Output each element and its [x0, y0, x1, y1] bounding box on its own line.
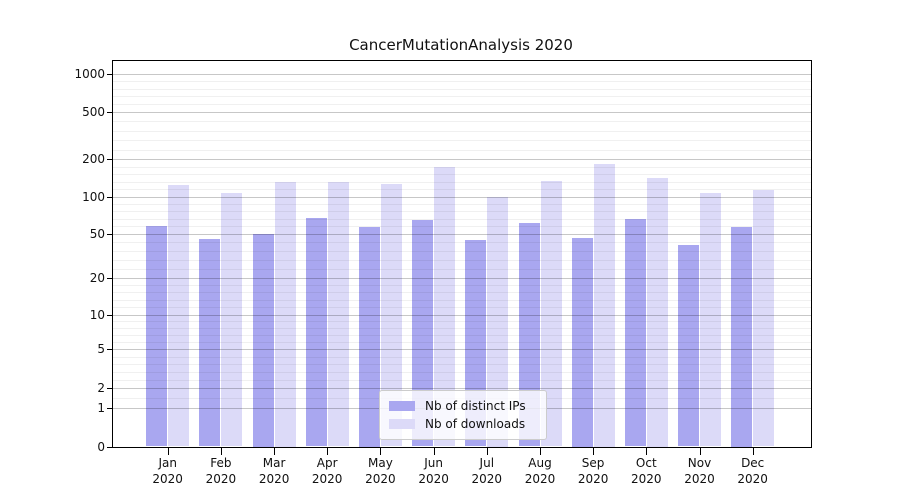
- bar-downloads-apr: [327, 181, 349, 447]
- bar-distinct-ips-feb: [199, 238, 221, 447]
- y-axis-tick: [107, 233, 113, 235]
- chart-title: CancerMutationAnalysis 2020: [349, 36, 573, 54]
- y-axis-tick: [107, 349, 113, 350]
- x-axis-tick: [167, 448, 169, 455]
- legend-swatch-distinct-ips: [389, 401, 415, 411]
- x-axis-tick-label: Jan 2020: [152, 456, 183, 486]
- minor-gridline: [113, 88, 811, 90]
- plot-area: Nb of distinct IPs Nb of downloads 0 1 2 5 1…: [74, 60, 812, 486]
- bar-distinct-ips-jun: [412, 220, 434, 447]
- y-axis-tick-label: 1: [97, 400, 105, 415]
- legend-swatch-downloads: [389, 419, 415, 429]
- bar-downloads-oct: [646, 177, 668, 447]
- x-axis-tick: [380, 448, 382, 455]
- y-axis-tick: [107, 73, 113, 75]
- bar-downloads-may: [380, 183, 402, 447]
- bar-downloads-jan: [168, 184, 190, 447]
- bar-downloads-mar: [274, 181, 296, 447]
- y-axis-tick-label: 1000: [74, 66, 105, 81]
- minor-gridline: [113, 96, 811, 98]
- bar-downloads-sep: [593, 163, 615, 447]
- bar-distinct-ips-jan: [146, 225, 168, 447]
- bar-downloads-dec: [753, 189, 775, 447]
- bar-distinct-ips-apr: [305, 217, 327, 447]
- legend-item-downloads: Nb of downloads: [389, 416, 536, 432]
- y-axis-tick: [107, 111, 113, 113]
- legend-label-downloads: Nb of downloads: [425, 417, 526, 431]
- minor-gridline: [113, 121, 811, 122]
- y-axis-tick: [107, 159, 113, 160]
- y-axis-tick-label: 200: [82, 152, 105, 166]
- x-axis-tick-label: Sep 2020: [577, 456, 609, 486]
- y-axis-tick-label: 2: [97, 380, 105, 395]
- bar-downloads-jun: [434, 166, 456, 447]
- y-axis-tick-label: 20: [89, 270, 105, 285]
- minor-gridline: [113, 149, 811, 151]
- x-axis-tick-label: Jul 2020: [471, 456, 503, 486]
- minor-gridline: [113, 140, 811, 141]
- x-axis-tick-label: Jun 2020: [418, 456, 449, 486]
- minor-gridline: [113, 81, 811, 83]
- minor-gridline: [113, 166, 811, 168]
- y-axis-tick-label: 10: [89, 307, 105, 322]
- x-axis-tick-label: Feb 2020: [205, 456, 237, 486]
- x-axis-tick: [646, 448, 648, 455]
- x-axis-tick: [220, 448, 222, 455]
- bar-distinct-ips-may: [358, 226, 380, 447]
- minor-gridline: [113, 130, 811, 132]
- bar-distinct-ips-sep: [571, 237, 593, 447]
- y-axis-tick-label: 50: [89, 226, 105, 241]
- major-gridline: [113, 73, 811, 75]
- bar-downloads-feb: [221, 193, 243, 447]
- x-axis-tick: [699, 448, 701, 455]
- y-axis-tick: [107, 314, 113, 316]
- x-axis-tick-label: Oct 2020: [631, 456, 662, 486]
- major-gridline: [113, 111, 811, 113]
- y-axis-tick-label: 100: [82, 189, 105, 204]
- y-axis-tick-label: 0: [97, 439, 105, 454]
- x-axis-tick-label: Aug 2020: [524, 456, 556, 486]
- bar-distinct-ips-nov: [678, 245, 699, 447]
- bar-distinct-ips-mar: [252, 233, 274, 447]
- minor-gridline: [113, 174, 811, 175]
- minor-gridline: [113, 181, 811, 183]
- x-axis-tick: [486, 448, 488, 455]
- bar-downloads-jul: [487, 196, 509, 447]
- y-axis-tick: [107, 407, 113, 409]
- minor-gridline: [113, 189, 811, 190]
- y-axis-tick: [107, 277, 113, 279]
- major-gridline: [113, 159, 811, 160]
- bar-distinct-ips-dec: [731, 226, 753, 447]
- y-axis-tick-label: 500: [82, 104, 105, 119]
- minor-gridline: [113, 103, 811, 105]
- bar-downloads-aug: [540, 180, 562, 447]
- x-axis-tick: [327, 448, 329, 455]
- bar-downloads-nov: [700, 193, 721, 447]
- y-axis-tick: [107, 196, 113, 198]
- y-axis-tick: [107, 387, 113, 389]
- x-axis-tick: [274, 448, 276, 455]
- x-axis-tick-label: Dec 2020: [737, 456, 768, 486]
- y-axis-tick: [107, 446, 113, 448]
- x-axis-tick: [540, 448, 541, 455]
- x-axis-tick: [593, 448, 595, 455]
- x-axis-tick: [752, 448, 754, 455]
- y-axis-tick-label: 5: [97, 342, 105, 356]
- x-axis-tick: [433, 448, 435, 455]
- x-axis-tick-label: Nov 2020: [684, 456, 715, 486]
- x-axis-tick-label: Apr 2020: [311, 456, 343, 486]
- legend-item-distinct-ips: Nb of distinct IPs: [389, 398, 536, 414]
- x-axis-tick-label: Mar 2020: [258, 456, 290, 486]
- legend-label-distinct-ips: Nb of distinct IPs: [425, 399, 526, 413]
- bar-distinct-ips-oct: [624, 218, 646, 447]
- x-axis-tick-label: May 2020: [365, 456, 396, 486]
- legend: Nb of distinct IPs Nb of downloads: [379, 390, 547, 440]
